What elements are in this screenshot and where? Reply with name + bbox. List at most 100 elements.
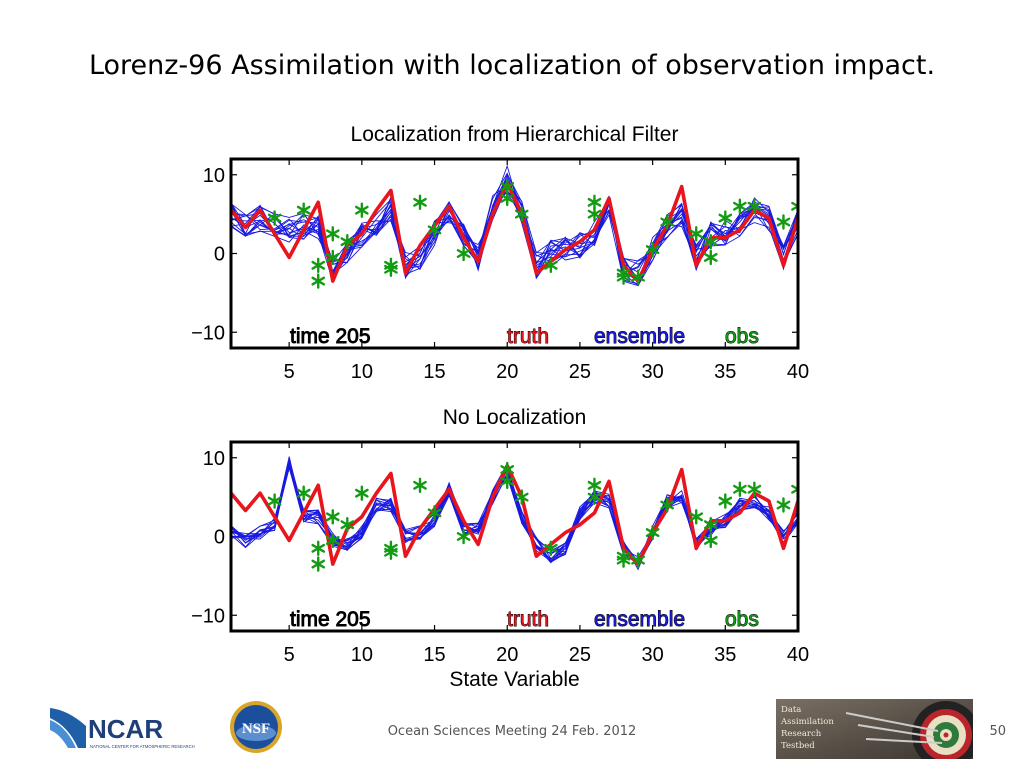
dart-logo-line-3: Research (781, 729, 822, 739)
obs-point (456, 528, 471, 545)
plot-area (231, 164, 798, 289)
obs-stroke (791, 204, 798, 211)
obs-point (311, 540, 326, 557)
obs-point (747, 198, 762, 214)
obs-stroke (689, 229, 704, 239)
obs-stroke (427, 508, 442, 518)
obs-point (631, 552, 645, 568)
obs-stroke (384, 264, 398, 274)
obs-point (733, 481, 747, 497)
obs-point (544, 257, 558, 274)
x-tick-label: 35 (714, 644, 736, 666)
page-number: 50 (989, 724, 1006, 739)
obs-stroke (660, 217, 674, 227)
obs-point (587, 194, 602, 211)
obs-stroke (413, 197, 427, 207)
obs-stroke (631, 272, 645, 282)
obs-stroke (733, 484, 747, 494)
obs-point (689, 509, 704, 525)
obs-stroke (325, 512, 340, 522)
x-axis-label: State Variable (449, 668, 579, 691)
obs-stroke (776, 500, 791, 510)
obs-stroke (413, 480, 427, 490)
y-tick-label: 0 (214, 244, 225, 266)
obs-stroke (791, 487, 798, 494)
obs-stroke (791, 201, 798, 208)
obs-stroke (500, 193, 515, 203)
nsf-logo: NSF (230, 701, 282, 753)
x-tick-label: 20 (496, 361, 518, 383)
obs-stroke (500, 465, 515, 475)
obs-stroke (296, 205, 311, 215)
obs-point (703, 532, 718, 549)
obs-point (703, 233, 718, 250)
obs-point (703, 516, 718, 533)
obs-stroke (500, 476, 515, 486)
obs-point (616, 269, 631, 285)
obs-point (660, 497, 674, 513)
x-tick-label: 10 (351, 644, 373, 666)
chart-hierarchical-localization: Localization from Hierarchical Filter 5 10… (191, 123, 809, 383)
x-tick-label: 15 (423, 361, 445, 383)
obs-point (296, 202, 311, 218)
obs-point (311, 556, 326, 572)
time-label: time 205 (290, 608, 371, 631)
obs-point (689, 226, 704, 242)
obs-point (384, 261, 398, 277)
plot-area (231, 456, 798, 572)
plot-frame (229, 440, 800, 633)
obs-point (456, 245, 471, 262)
obs-point (514, 206, 529, 222)
obs-point (427, 222, 442, 238)
obs-stroke (311, 559, 326, 569)
obs-stroke (296, 488, 311, 498)
obs-stroke (616, 555, 631, 565)
obs-stroke (747, 201, 762, 211)
obs-legend-label: obs (725, 325, 759, 348)
obs-stroke (660, 500, 674, 510)
dart-logo-line-1: Data (781, 705, 801, 715)
dart-logo-line-2: Assimilation (780, 717, 834, 727)
x-tick-label: 35 (714, 361, 736, 383)
obs-stroke (631, 555, 645, 565)
obs-stroke (587, 480, 602, 490)
obs-point (384, 544, 398, 560)
y-tick-label: 10 (203, 448, 225, 470)
dart-logo: Data Assimilation Research Testbed (776, 699, 973, 759)
slide-title: Lorenz-96 Assimilation with localization… (88, 50, 936, 81)
obs-stroke (703, 520, 718, 530)
obs-point (340, 516, 355, 533)
truth-legend-label: truth (507, 608, 549, 631)
obs-point (791, 198, 798, 214)
y-tick-label: −10 (191, 322, 225, 344)
obs-stroke (689, 512, 704, 522)
obs-point (325, 249, 340, 266)
obs-stroke (355, 488, 369, 498)
truth-legend-label: truth (507, 325, 549, 348)
obs-stroke (514, 209, 529, 219)
obs-point (355, 202, 369, 218)
obs-stroke (703, 252, 718, 262)
obs-point (325, 226, 340, 242)
obs-stroke (427, 225, 442, 235)
obs-stroke (703, 535, 718, 545)
obs-stroke (514, 492, 529, 502)
obs-point (776, 214, 791, 230)
obs-stroke (733, 201, 747, 211)
obs-point (267, 210, 282, 226)
obs-point (660, 214, 674, 230)
x-tick-label: 40 (787, 361, 809, 383)
x-tick-label: 5 (284, 644, 295, 666)
x-tick-label: 30 (641, 644, 663, 666)
obs-stroke (645, 528, 660, 538)
ensemble-member-line (231, 164, 798, 283)
obs-stroke (340, 520, 355, 530)
obs-point (645, 241, 660, 258)
obs-point (747, 481, 762, 497)
obs-stroke (703, 237, 718, 247)
truth-line (231, 463, 798, 566)
plot-frame (229, 157, 800, 350)
obs-point (427, 505, 442, 521)
obs-point (311, 273, 326, 289)
obs-point (587, 477, 602, 494)
